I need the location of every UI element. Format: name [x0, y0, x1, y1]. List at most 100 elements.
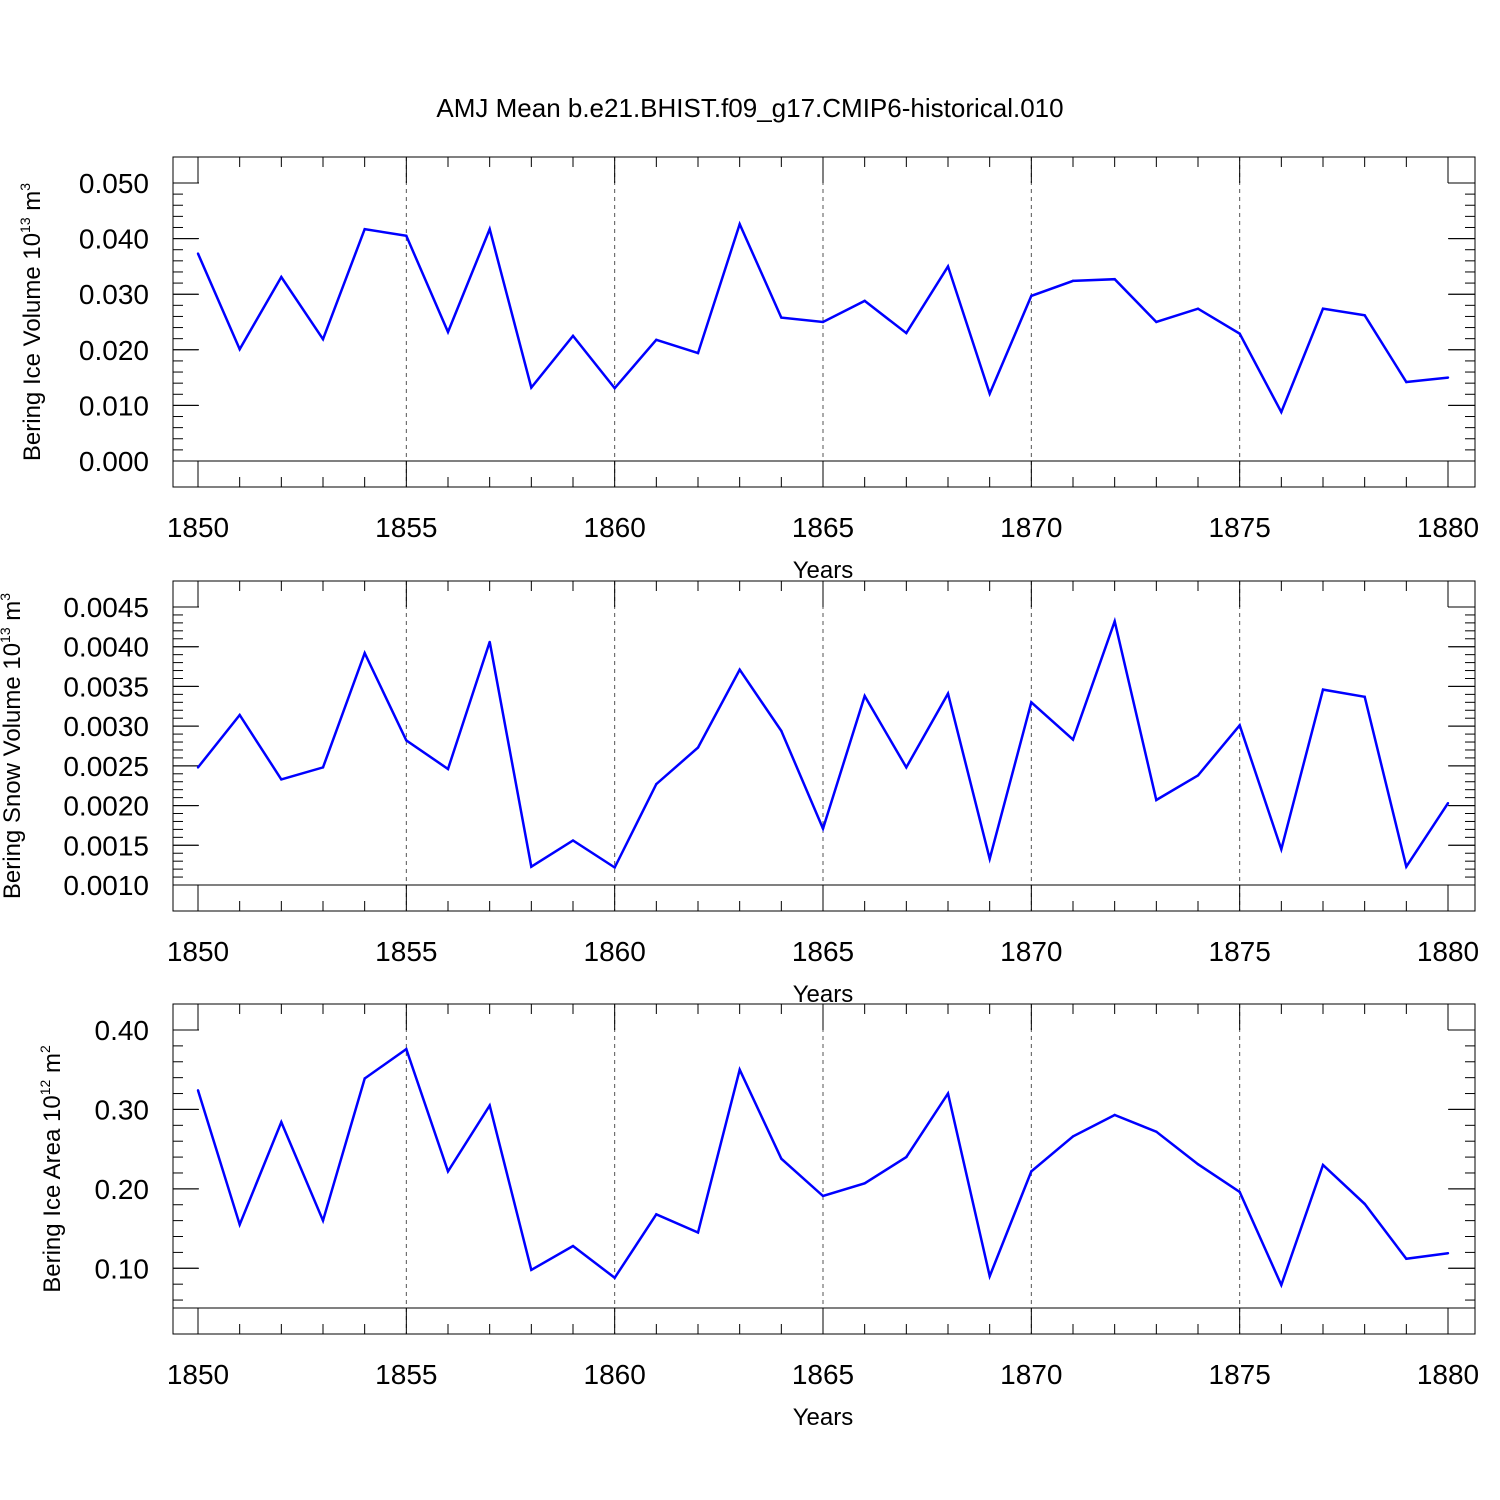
x-tick-label: 1880 [1417, 1359, 1479, 1390]
data-point [196, 766, 200, 769]
panel-1: 0.000 0.010 0.020 0.030 0.040 0.050 1850 1855 18… [17, 156, 1479, 584]
x-tick-label: 1875 [1209, 512, 1271, 543]
data-point [321, 338, 325, 341]
y-tick-label: 0.0030 [63, 711, 149, 742]
data-point [696, 746, 700, 749]
data-point [1280, 410, 1283, 414]
data-point [1405, 865, 1408, 868]
y-tick-label: 0.0045 [63, 592, 149, 623]
y-tick-label: 0.0035 [63, 671, 149, 702]
data-point [488, 227, 491, 231]
data-point [1321, 688, 1325, 691]
data-point [321, 1219, 325, 1222]
data-point [780, 316, 783, 319]
data-point [1405, 380, 1408, 384]
data-point [863, 299, 866, 303]
data-point [1238, 724, 1241, 727]
data-point [1363, 314, 1366, 317]
y-axis-label: Bering Ice Area 1012 m2 [37, 1045, 66, 1293]
x-tick-label: 1875 [1209, 1359, 1271, 1390]
data-point [1446, 376, 1450, 379]
data-point [488, 640, 491, 644]
x-tick-label: 1880 [1417, 512, 1479, 543]
panel-frame [172, 580, 1476, 912]
data-point [238, 713, 241, 717]
data-point [738, 222, 741, 226]
x-axis-label: Years [793, 557, 854, 584]
data-point [1030, 294, 1033, 298]
x-tick-label: 1855 [375, 936, 437, 967]
data-point [280, 778, 283, 781]
y-tick-label: 0.000 [79, 446, 149, 477]
data-point [1196, 1163, 1200, 1166]
y-tick-label: 0.020 [79, 335, 149, 366]
data-point [1446, 801, 1450, 805]
panel-frame [172, 1003, 1476, 1335]
data-point [1155, 798, 1158, 802]
data-point [1030, 701, 1033, 704]
x-tick-label: 1870 [1000, 936, 1062, 967]
data-point [946, 265, 950, 268]
x-tick-label: 1875 [1209, 936, 1271, 967]
data-point [1071, 279, 1075, 283]
data-point [988, 392, 991, 395]
data-point [1321, 307, 1325, 310]
data-point [238, 348, 241, 351]
y-tick-label: 0.0025 [63, 751, 149, 782]
data-point [571, 1244, 575, 1248]
data-point [280, 275, 283, 279]
data-point [1363, 695, 1366, 698]
data-point [821, 320, 825, 324]
data-point [196, 1089, 200, 1092]
y-axis-label: Bering Ice Volume 1013 m3 [17, 183, 46, 461]
data-point [238, 1223, 241, 1226]
data-point [446, 330, 450, 334]
data-point [1113, 1113, 1116, 1117]
x-tick-label: 1850 [167, 1359, 229, 1390]
data-point [1071, 1135, 1075, 1138]
data-point [988, 1275, 991, 1278]
x-tick-label: 1865 [792, 936, 854, 967]
data-point [905, 1155, 908, 1159]
y-tick-label: 0.0040 [63, 632, 149, 663]
data-point [1155, 1130, 1158, 1133]
data-point [863, 694, 866, 698]
data-point [1113, 277, 1116, 281]
y-tick-label: 0.40 [95, 1015, 150, 1046]
x-tick-label: 1855 [375, 1359, 437, 1390]
x-tick-label: 1850 [167, 936, 229, 967]
data-point [821, 827, 825, 830]
data-point [1071, 738, 1075, 741]
data-point [905, 766, 908, 769]
data-point [946, 1092, 950, 1095]
data-point [363, 227, 366, 231]
x-tick-label: 1880 [1417, 936, 1479, 967]
data-point [738, 1068, 741, 1071]
data-point [821, 1194, 825, 1198]
data-point [905, 331, 908, 335]
x-tick-label: 1855 [375, 512, 437, 543]
data-point [446, 1170, 450, 1173]
data-point [196, 252, 200, 255]
data-point [1238, 1190, 1241, 1194]
y-tick-label: 0.0015 [63, 830, 149, 861]
y-tick-label: 0.0010 [63, 870, 149, 901]
y-tick-label: 0.030 [79, 279, 149, 310]
data-point [530, 386, 533, 389]
x-tick-label: 1860 [584, 936, 646, 967]
y-tick-label: 0.30 [95, 1094, 150, 1125]
data-point [1405, 1257, 1408, 1260]
y-tick-label: 0.040 [79, 224, 149, 255]
x-tick-label: 1865 [792, 512, 854, 543]
data-point [738, 668, 741, 671]
x-tick-label: 1870 [1000, 1359, 1062, 1390]
panel-2: 0.0010 0.0015 0.0020 0.0025 0.0030 0.0035 0.00… [0, 580, 1479, 1008]
figure-title: AMJ Mean b.e21.BHIST.f09_g17.CMIP6-histo… [436, 93, 1063, 123]
x-axis-label: Years [793, 1404, 854, 1431]
data-point [1280, 1283, 1283, 1287]
data-point [1030, 1170, 1033, 1173]
x-tick-label: 1850 [167, 512, 229, 543]
data-point [1155, 320, 1158, 324]
data-point [1113, 620, 1116, 623]
